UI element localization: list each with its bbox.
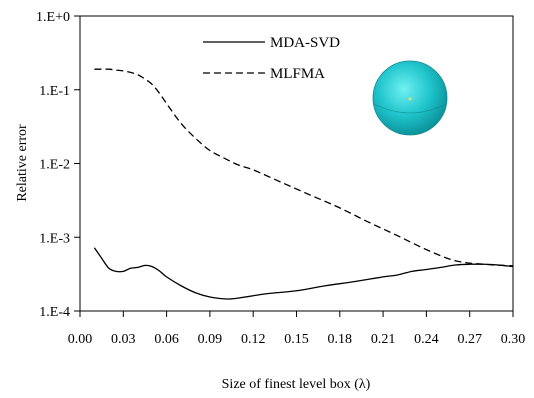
sphere-illustration — [372, 60, 448, 136]
x-tick-label: 0.30 — [501, 332, 526, 347]
x-tick-label: 0.09 — [198, 332, 223, 347]
y-tick-label: 1.E-2 — [39, 158, 70, 173]
y-tick-label: 1.E+0 — [36, 10, 70, 25]
x-tick-label: 0.27 — [457, 332, 482, 347]
x-tick-label: 0.15 — [284, 332, 309, 347]
sphere-highlight — [408, 97, 412, 101]
x-tick-label: 0.21 — [371, 332, 396, 347]
x-tick-label: 0.24 — [414, 332, 439, 347]
series-layer — [93, 68, 514, 300]
legend: MDA-SVD MLFMA — [203, 35, 340, 82]
y-tick-label: 1.E-1 — [39, 84, 70, 99]
x-tick-label: 0.18 — [328, 332, 353, 347]
x-tick-label: 0.06 — [154, 332, 179, 347]
series-line-mlfma — [94, 68, 514, 267]
legend-label-mda-svd: MDA-SVD — [270, 35, 340, 51]
x-tick-label: 0.00 — [68, 332, 93, 347]
series-line-mda-svd — [93, 247, 514, 300]
y-axis-title: Relative error — [15, 124, 30, 202]
plot-area — [79, 15, 514, 312]
x-axis-ticks: 0.00 0.03 0.06 0.09 0.12 0.15 0.18 0.21 0.24 0.27… — [68, 311, 526, 347]
y-tick-label: 1.E-3 — [39, 231, 70, 246]
x-tick-label: 0.03 — [111, 332, 136, 347]
x-tick-label: 0.12 — [241, 332, 266, 347]
x-axis-title: Size of finest level box (λ) — [222, 377, 371, 392]
y-axis-ticks: 1.E-4 1.E-3 1.E-2 1.E-1 1.E+0 — [36, 10, 80, 320]
sphere-equator — [373, 103, 447, 114]
legend-label-mlfma: MLFMA — [270, 66, 325, 82]
y-tick-label: 1.E-4 — [39, 305, 70, 320]
